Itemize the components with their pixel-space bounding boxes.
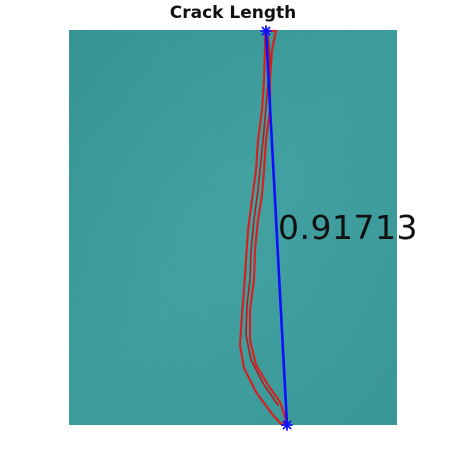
crack-length-value: 0.91713 bbox=[278, 208, 418, 247]
figure-title: Crack Length bbox=[169, 3, 297, 23]
specimen-shading bbox=[69, 30, 397, 425]
end-point-marker bbox=[281, 419, 293, 431]
crack-length-line bbox=[264, 29, 289, 427]
start-point-marker bbox=[260, 25, 272, 37]
crack-outline-inner bbox=[245, 35, 279, 406]
surface-texture bbox=[159, 29, 335, 426]
